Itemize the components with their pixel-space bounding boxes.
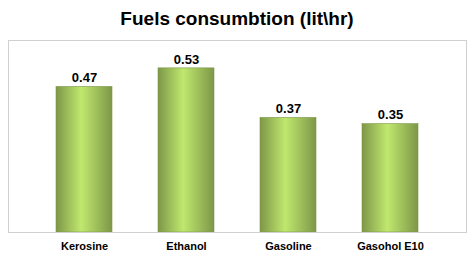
svg-text:Gasoline: Gasoline bbox=[265, 240, 311, 252]
svg-text:0.35: 0.35 bbox=[378, 107, 403, 122]
svg-text:Kerosine: Kerosine bbox=[61, 240, 108, 252]
svg-text:0.47: 0.47 bbox=[72, 70, 97, 85]
svg-text:Ethanol: Ethanol bbox=[166, 240, 206, 252]
svg-text:0.37: 0.37 bbox=[276, 101, 301, 116]
svg-text:Gasohol E10: Gasohol E10 bbox=[357, 240, 424, 252]
html-text:Fuels consumbtion (lit\hr): Fuels consumbtion (lit\hr) bbox=[120, 8, 354, 29]
svg-text:0.53: 0.53 bbox=[174, 52, 199, 67]
